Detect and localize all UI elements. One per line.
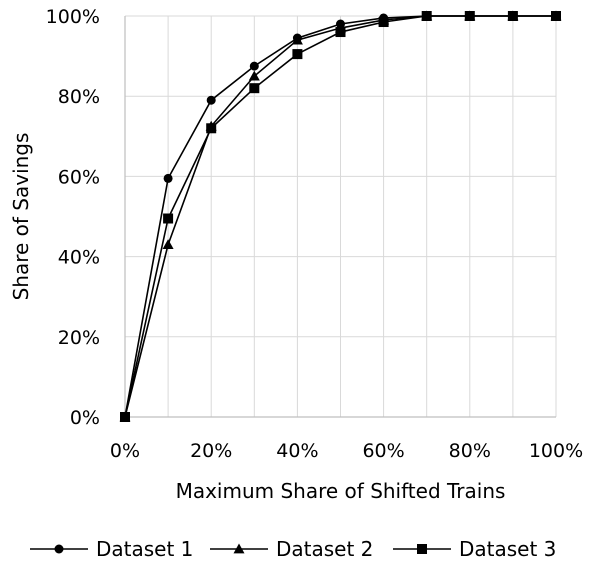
x-tick-label: 40%: [276, 440, 318, 462]
x-tick-label: 60%: [362, 440, 404, 462]
data-point-series-3: [249, 83, 260, 94]
y-tick-label: 80%: [58, 86, 100, 108]
legend-label: Dataset 2: [276, 537, 373, 561]
data-point-series-3: [163, 213, 174, 224]
data-point-series-3: [292, 49, 303, 60]
data-point-series-3: [335, 27, 346, 38]
data-point-series-2: [291, 34, 303, 45]
y-tick-label: 0%: [70, 407, 100, 429]
data-point-series-1: [249, 61, 259, 71]
data-point-series-3: [378, 17, 389, 28]
y-axis-label: Share of Savings: [9, 133, 33, 301]
x-tick-label: 20%: [190, 440, 232, 462]
data-point-series-3: [120, 412, 130, 422]
y-tick-label: 20%: [58, 327, 100, 349]
tick-labels: 0% 20% 40% 60% 80% 100% 0% 20% 40% 60% 80% 100%: [46, 6, 583, 462]
y-tick-label: 40%: [58, 247, 100, 269]
data-point-series-3: [551, 11, 561, 21]
x-tick-label: 80%: [449, 440, 491, 462]
legend-marker-circle: [54, 544, 64, 554]
axes: [124, 16, 556, 418]
legend-marker-square: [417, 544, 427, 554]
data-point-series-3: [421, 11, 432, 21]
x-axis-label: Maximum Share of Shifted Trains: [176, 479, 506, 503]
data-point-series-3: [507, 11, 518, 21]
x-tick-label: 100%: [529, 440, 583, 462]
data-point-series-1: [163, 173, 173, 183]
y-tick-label: 100%: [46, 6, 100, 28]
data-point-series-3: [206, 123, 217, 134]
x-tick-label: 0%: [110, 440, 140, 462]
legend-marker-triangle: [233, 543, 245, 554]
y-tick-label: 60%: [58, 166, 100, 188]
data-point-series-1: [206, 95, 216, 105]
data-point-series-3: [464, 11, 475, 21]
data-markers: [119, 10, 562, 422]
legend-label: Dataset 3: [459, 537, 556, 561]
data-point-series-2: [162, 239, 174, 249]
gridlines: [124, 15, 557, 418]
data-point-series-2: [248, 70, 260, 81]
legend-label: Dataset 1: [96, 537, 193, 561]
legend: Dataset 1 Dataset 2 Dataset 3: [30, 537, 556, 561]
